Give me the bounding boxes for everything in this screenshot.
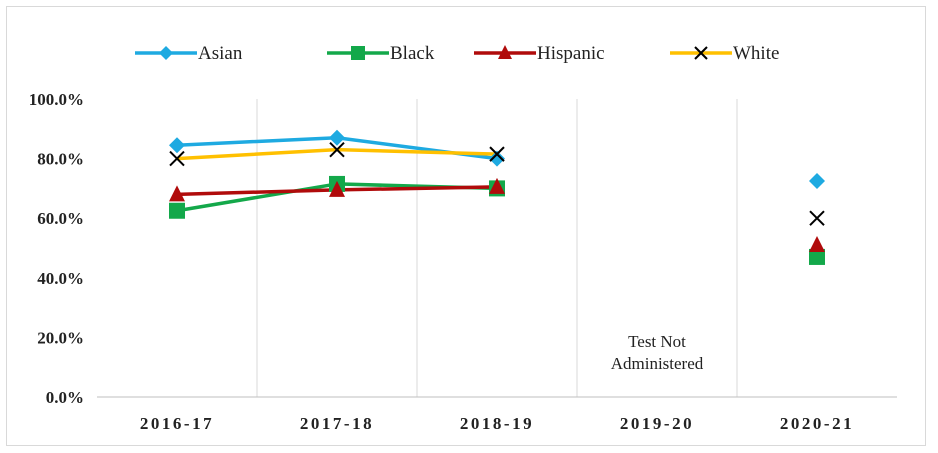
x-tick-label-2018-19: 2018-19 <box>460 414 534 433</box>
y-axis-ticks: 0.0% 20.0% 40.0% 60.0% 80.0% 100.0% <box>29 90 84 407</box>
legend-item-asian: Asian <box>135 43 243 64</box>
marker-asian-2018-19 <box>489 150 505 167</box>
marker-asian-2016-17 <box>169 137 185 154</box>
annotation-line-2: Administered <box>611 354 704 373</box>
series-markers <box>169 129 825 265</box>
legend-marker-asian <box>159 46 173 60</box>
marker-hispanic-2017-18 <box>329 180 345 197</box>
annotation-line-1: Test Not <box>628 332 686 351</box>
x-tick-label-2017-18: 2017-18 <box>300 414 374 433</box>
marker-asian-2017-18 <box>329 129 345 146</box>
marker-white-2017-18-stroke-b <box>329 141 345 158</box>
legend-marker-white <box>694 46 708 60</box>
y-tick-label-60-0-: 60.0% <box>37 209 84 228</box>
marker-white-2016-17 <box>169 150 185 167</box>
legend: Asian Black Hispanic White <box>135 43 779 64</box>
marker-white-2020-21 <box>809 210 825 226</box>
marker-black-2020-21 <box>809 248 825 265</box>
x-axis-ticks: 2016-17 2017-18 2018-19 2019-20 2020-21 <box>140 414 854 433</box>
marker-white-2020-21-stroke-b <box>809 210 825 226</box>
legend-item-black: Black <box>327 43 435 64</box>
marker-white-2018-19-stroke-b <box>489 146 505 162</box>
marker-white-2017-18 <box>329 141 345 158</box>
x-tick-label-2020-21: 2020-21 <box>780 414 854 433</box>
marker-white-2018-19 <box>489 146 505 162</box>
marker-asian-2020-21 <box>809 172 825 189</box>
line-chart: Asian Black Hispanic White 0.0% 20.0% 40.0% 60… <box>29 43 897 433</box>
legend-label-hispanic: Hispanic <box>537 43 605 64</box>
legend-label-white: White <box>733 43 779 64</box>
x-tick-label-2019-20: 2019-20 <box>620 414 694 433</box>
legend-item-white: White <box>670 43 779 64</box>
legend-marker-black <box>351 46 365 60</box>
legend-label-asian: Asian <box>198 43 243 64</box>
y-tick-label-100-0-: 100.0% <box>29 90 84 109</box>
legend-marker-hispanic <box>498 45 512 59</box>
marker-hispanic-2020-21 <box>809 236 825 253</box>
marker-black-2016-17 <box>169 202 185 219</box>
y-tick-label-0-0-: 0.0% <box>46 388 84 407</box>
grid-lines <box>256 99 738 397</box>
x-tick-label-2016-17: 2016-17 <box>140 414 214 433</box>
test-not-administered-note: Test Not Administered <box>611 332 704 373</box>
y-tick-label-20-0-: 20.0% <box>37 328 84 347</box>
marker-hispanic-2016-17 <box>169 185 185 202</box>
chart-frame: Asian Black Hispanic White 0.0% 20.0% 40.0% 60… <box>6 6 926 446</box>
legend-item-hispanic: Hispanic <box>474 43 605 64</box>
y-tick-label-40-0-: 40.0% <box>37 269 84 288</box>
y-tick-label-80-0-: 80.0% <box>37 150 84 169</box>
marker-hispanic-2018-19 <box>489 177 505 194</box>
legend-label-black: Black <box>390 43 435 64</box>
legend-marker-white-stroke-b <box>694 46 708 60</box>
marker-white-2016-17-stroke-b <box>169 150 185 167</box>
